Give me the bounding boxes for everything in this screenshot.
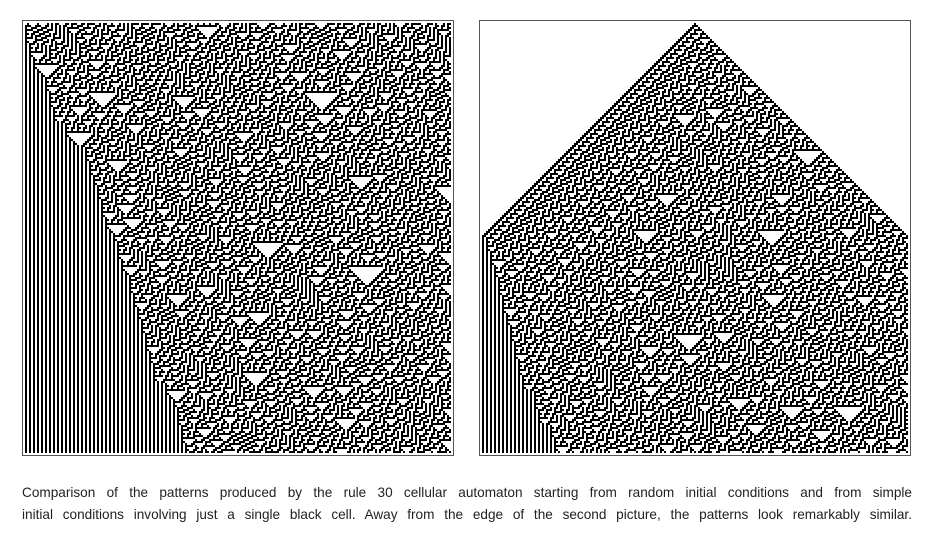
caption-line-2: initial conditions involving just a sing… (22, 507, 912, 522)
rule-30-single-cell-pattern (482, 23, 908, 453)
figure-caption: Comparison of the patterns produced by t… (22, 482, 912, 526)
caption-line-1: Comparison of the patterns produced by t… (22, 485, 912, 500)
single-cell-initial-conditions-panel (479, 20, 911, 456)
random-initial-conditions-panel (22, 20, 454, 456)
rule-30-random-pattern (25, 23, 451, 453)
